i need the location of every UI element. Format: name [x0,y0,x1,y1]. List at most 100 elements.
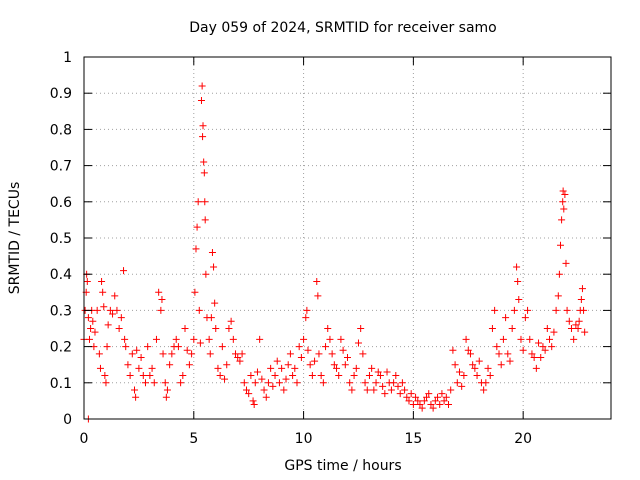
data-point [137,353,145,361]
data-point [350,372,358,380]
axis-ticks [83,56,611,420]
data-point [183,346,191,354]
data-point [210,263,218,271]
data-point [229,335,237,343]
data-point [462,335,470,343]
data-point [434,393,442,401]
data-point [570,335,578,343]
data-point [200,169,208,177]
data-point [466,350,474,358]
data-point [581,328,589,336]
data-point [192,245,200,253]
data-point [158,296,166,304]
y-tick-label: 0.8 [50,122,72,138]
data-point [344,353,351,361]
data-point [563,306,571,314]
y-tick-label: 0.3 [50,303,72,319]
data-point [100,303,108,311]
data-point [572,321,580,329]
data-point [333,364,341,372]
x-tick-label: 15 [404,431,422,447]
data-point [447,386,455,394]
data-point [451,361,459,369]
data-point [250,401,258,409]
data-point [491,306,499,314]
data-point [89,317,97,325]
data-point [205,335,213,343]
data-point [120,267,128,275]
data-point [197,96,205,104]
data-point [488,325,496,332]
data-point [409,401,417,409]
data-point [280,386,288,394]
data-point [455,368,463,376]
data-point [102,379,110,387]
data-point [124,361,132,369]
data-point [193,223,201,231]
data-point [418,404,426,412]
data-point [427,401,435,409]
data-point [554,292,562,300]
data-point [132,393,140,401]
data-point [543,325,551,332]
data-point [223,361,231,369]
data-point [99,288,107,296]
data-point [420,397,428,405]
data-point [225,325,233,332]
y-tick-label: 0.4 [50,267,72,283]
data-point [341,361,349,369]
data-point [286,350,294,358]
data-point [546,335,554,343]
data-point [330,361,338,369]
data-point [436,401,444,409]
data-point [306,361,314,369]
data-point [133,346,141,354]
data-point [368,364,376,372]
data-point [348,386,356,394]
data-point [293,379,301,387]
data-point [517,335,525,343]
data-point [550,328,558,336]
data-point [101,372,109,380]
data-point [122,343,130,351]
data-point [556,241,564,249]
data-point [83,277,91,285]
data-point [267,364,275,372]
data-point [429,404,437,412]
data-point [558,216,566,224]
data-point [495,350,503,358]
data-point [440,397,448,405]
data-point [135,364,143,372]
data-point [273,357,281,365]
data-point [103,343,111,351]
data-point [150,379,158,387]
data-point [218,343,226,351]
data-point [354,339,362,347]
data-point [232,350,240,358]
data-point [201,216,209,224]
data-point [211,299,219,307]
data-point [95,350,103,358]
data-point [480,386,488,394]
data-point [339,346,347,354]
data-point [315,350,323,358]
data-point [208,248,216,256]
data-point [322,343,330,351]
data-point [311,357,319,365]
data-point [565,317,573,325]
data-point [464,346,472,354]
data-point [262,393,270,401]
data-point [168,350,176,358]
data-point [152,335,160,343]
data-point [407,390,415,398]
data-point [379,382,387,390]
data-point [190,335,198,343]
y-tick-label: 0.5 [50,231,72,247]
data-point [207,314,215,322]
data-point [561,191,569,199]
data-point [191,288,199,296]
data-point [148,364,156,372]
data-point [387,386,395,394]
y-axis-title: SRMTID / TECUs [7,182,23,295]
data-point [245,390,253,398]
